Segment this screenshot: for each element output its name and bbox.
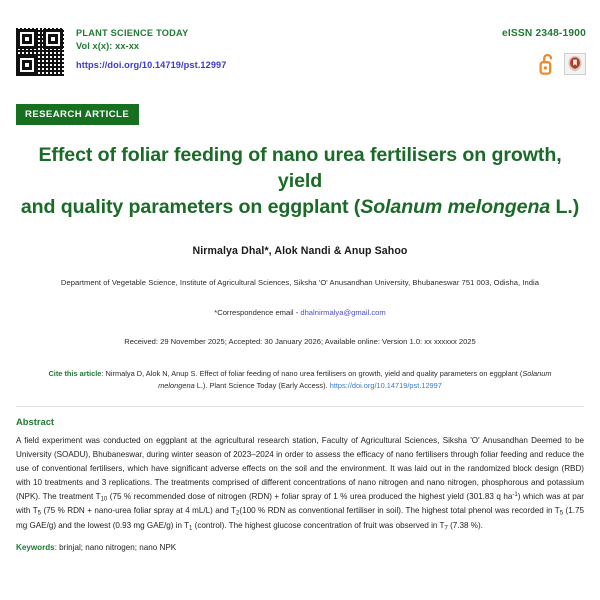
open-access-lock-icon[interactable] — [539, 52, 556, 75]
abstract-sub-5: 1 — [189, 525, 193, 532]
abstract-sub-1: 10 — [100, 496, 108, 503]
abstract-part-7: (control). The highest glucose concentra… — [192, 521, 445, 531]
masthead-right: eISSN 2348-1900 — [502, 26, 586, 75]
title-line-1: Effect of foliar feeding of nano urea fe… — [38, 144, 562, 192]
title-line-2-pre: and quality parameters on eggplant ( — [20, 195, 361, 218]
cite-species-name: Solanum melongena — [158, 368, 552, 390]
abstract-part-5: (100 % RDN as conventional fertiliser in… — [239, 506, 560, 516]
abstract-heading: Abstract — [16, 416, 55, 428]
affiliation: Department of Vegetable Science, Institu… — [60, 277, 540, 287]
journal-info: PLANT SCIENCE TODAY Vol x(x): xx-xx http… — [76, 26, 226, 76]
cite-doi-link[interactable]: https://doi.org/10.14719/pst.12997 — [329, 380, 442, 390]
masthead-badges — [502, 52, 586, 75]
author-list: Nirmalya Dhal*, Alok Nandi & Anup Sahoo — [192, 244, 408, 257]
correspondence: *Correspondence email - dhalnirmalya@gma… — [14, 308, 586, 317]
cite-text-pre: : Nirmalya D, Alok N, Anup S. Effect of … — [101, 368, 523, 378]
correspondence-label: *Correspondence email - — [214, 307, 301, 317]
keywords: Keywords: brinjal; nano nitrogen; nano N… — [16, 543, 584, 552]
journal-doi-link[interactable]: https://doi.org/10.14719/pst.12997 — [76, 60, 227, 71]
keywords-text: : brinjal; nano nitrogen; nano NPK — [54, 543, 177, 553]
title-line-2-post: L.) — [550, 195, 580, 218]
masthead: PLANT SCIENCE TODAY Vol x(x): xx-xx http… — [14, 0, 586, 78]
correspondence-email-link[interactable]: dhalnirmalya@gmail.com — [300, 307, 386, 317]
abstract-part-4: (75 % RDN + nano-urea foliar spray at 4 … — [41, 506, 237, 516]
section-divider — [16, 406, 584, 408]
journal-logo-icon[interactable] — [564, 52, 586, 75]
abstract-part-8: (7.38 %). — [447, 521, 483, 531]
keywords-label: Keywords — [16, 543, 55, 553]
page-title: Effect of foliar feeding of nano urea fe… — [20, 143, 580, 221]
journal-name: PLANT SCIENCE TODAY — [76, 28, 189, 38]
eissn-label: eISSN 2348-1900 — [502, 28, 586, 39]
qr-code-icon — [16, 28, 64, 76]
cite-this-article: Cite this article: Nirmalya D, Alok N, A… — [48, 368, 552, 392]
abstract-part-3: ) which was at par with T — [16, 491, 584, 516]
abstract-text: A field experiment was conducted on eggp… — [16, 434, 584, 534]
cite-label: Cite this article — [48, 368, 102, 378]
publication-dates: Received: 29 November 2025; Accepted: 30… — [124, 336, 476, 346]
abstract-sub-6: 7 — [444, 525, 448, 532]
abstract-sub-2: 5 — [37, 510, 41, 517]
abstract-sub-3: 2 — [236, 510, 240, 517]
abstract-part-1: A field experiment was conducted on eggp… — [16, 436, 584, 501]
cite-text-mid: L.). Plant Science Today (Early Access). — [194, 380, 330, 390]
title-species-name: Solanum melongena — [360, 195, 551, 218]
abstract-part-6: (1.75 mg GAE/g) and the lowest (0.93 mg … — [16, 506, 584, 531]
abstract-part-2: (75 % recommended dose of nitrogen (RDN)… — [107, 491, 513, 501]
research-article-badge: RESEARCH ARTICLE — [16, 104, 140, 125]
abstract-sup-1: -1 — [512, 491, 518, 498]
journal-volume: Vol x(x): xx-xx — [76, 41, 140, 52]
abstract-sub-4: 5 — [559, 510, 564, 517]
